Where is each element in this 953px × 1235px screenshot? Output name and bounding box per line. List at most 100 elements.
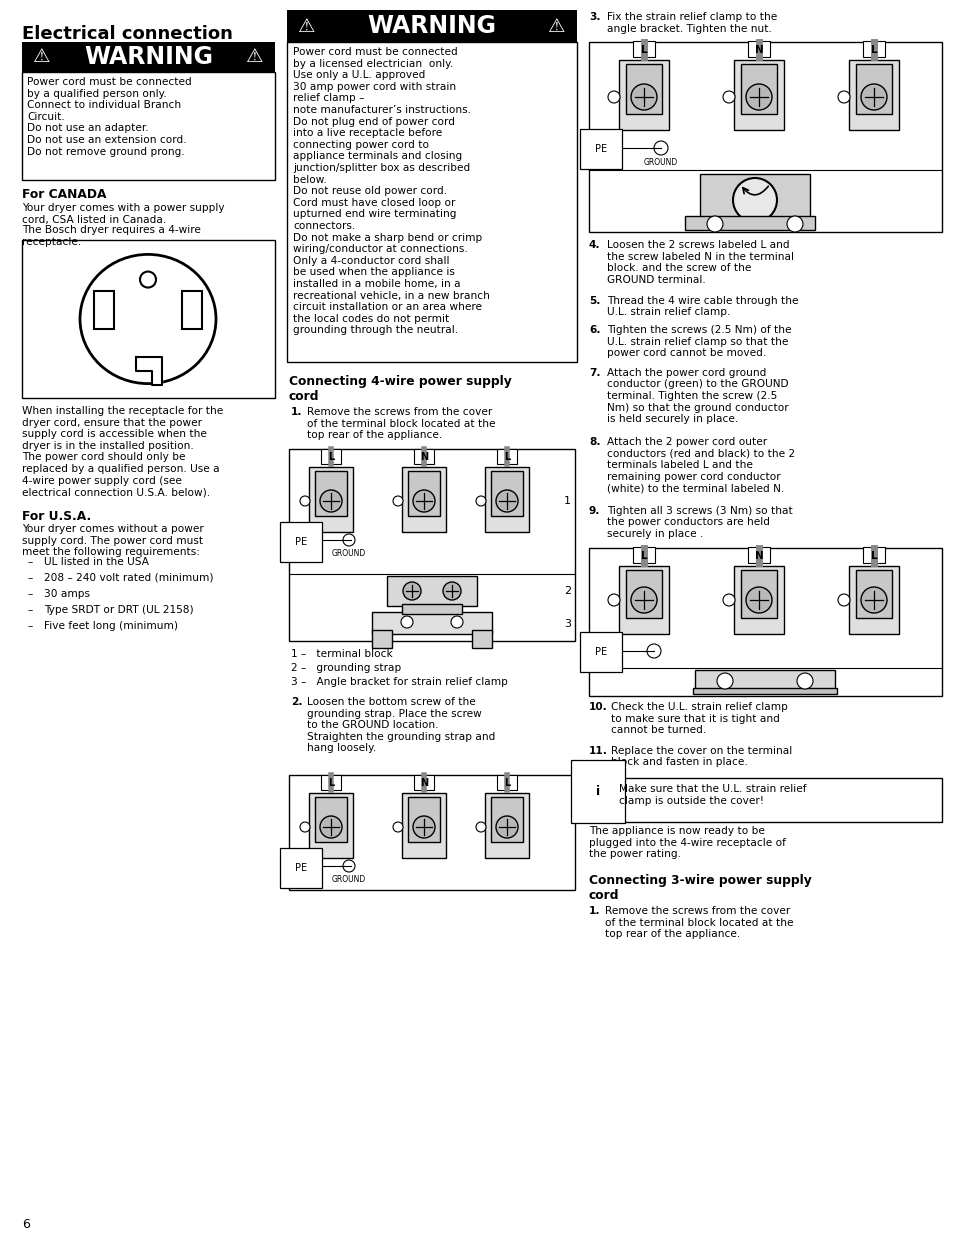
Circle shape — [393, 496, 402, 506]
Text: L: L — [328, 778, 334, 788]
Text: GROUND: GROUND — [643, 158, 678, 167]
Text: Your dryer comes without a power
supply cord. The power cord must
meet the follo: Your dryer comes without a power supply … — [22, 524, 204, 557]
Ellipse shape — [80, 254, 215, 384]
Circle shape — [837, 91, 849, 103]
Text: ⚠: ⚠ — [298, 16, 315, 36]
FancyBboxPatch shape — [22, 42, 274, 72]
Text: The Bosch dryer requires a 4-wire
receptacle.: The Bosch dryer requires a 4-wire recept… — [22, 225, 201, 247]
Circle shape — [413, 490, 435, 513]
FancyBboxPatch shape — [855, 571, 891, 618]
Text: L: L — [640, 551, 647, 561]
FancyBboxPatch shape — [372, 630, 392, 648]
Text: 3: 3 — [563, 619, 571, 629]
Text: Check the U.L. strain relief clamp
to make sure that it is tight and
cannot be t: Check the U.L. strain relief clamp to ma… — [610, 701, 787, 735]
Text: 2.: 2. — [291, 697, 302, 706]
FancyBboxPatch shape — [588, 42, 941, 232]
Text: ⚠: ⚠ — [33, 47, 51, 67]
FancyBboxPatch shape — [484, 793, 529, 858]
FancyBboxPatch shape — [684, 216, 814, 230]
FancyBboxPatch shape — [408, 471, 439, 516]
Circle shape — [400, 616, 413, 629]
FancyBboxPatch shape — [472, 630, 492, 648]
Circle shape — [861, 84, 886, 110]
Text: 2 –   grounding strap: 2 – grounding strap — [291, 663, 401, 673]
FancyBboxPatch shape — [747, 547, 769, 563]
FancyBboxPatch shape — [491, 797, 522, 842]
FancyBboxPatch shape — [484, 467, 529, 532]
FancyBboxPatch shape — [289, 450, 575, 641]
Text: Loosen the bottom screw of the
grounding strap. Place the screw
to the GROUND lo: Loosen the bottom screw of the grounding… — [307, 697, 495, 753]
FancyBboxPatch shape — [414, 776, 434, 790]
FancyBboxPatch shape — [408, 797, 439, 842]
Text: N: N — [419, 452, 428, 462]
FancyBboxPatch shape — [848, 566, 898, 634]
Text: 7.: 7. — [588, 368, 599, 378]
FancyBboxPatch shape — [491, 471, 522, 516]
FancyBboxPatch shape — [618, 566, 668, 634]
Circle shape — [837, 594, 849, 606]
Circle shape — [496, 816, 517, 839]
Circle shape — [496, 490, 517, 513]
Circle shape — [646, 643, 660, 658]
Text: Make sure that the U.L. strain relief
clamp is outside the cover!: Make sure that the U.L. strain relief cl… — [618, 784, 805, 805]
Circle shape — [745, 587, 771, 613]
FancyBboxPatch shape — [314, 797, 347, 842]
Text: 11.: 11. — [588, 746, 607, 756]
FancyBboxPatch shape — [289, 776, 575, 890]
Text: GROUND: GROUND — [332, 876, 366, 884]
Text: WARNING: WARNING — [84, 44, 213, 69]
Text: 208 – 240 volt rated (minimum): 208 – 240 volt rated (minimum) — [44, 573, 213, 583]
FancyBboxPatch shape — [862, 41, 884, 57]
Circle shape — [140, 272, 156, 288]
Text: N: N — [419, 778, 428, 788]
Text: Five feet long (minimum): Five feet long (minimum) — [44, 621, 178, 631]
Text: L: L — [870, 551, 877, 561]
Text: 10.: 10. — [588, 701, 607, 713]
FancyBboxPatch shape — [633, 547, 655, 563]
FancyBboxPatch shape — [401, 604, 461, 614]
Text: 2: 2 — [563, 585, 571, 597]
Text: 4.: 4. — [588, 240, 599, 249]
Circle shape — [861, 587, 886, 613]
Text: ⚠: ⚠ — [548, 16, 565, 36]
Text: i: i — [596, 785, 599, 798]
Circle shape — [476, 496, 485, 506]
FancyBboxPatch shape — [692, 688, 836, 694]
Text: Remove the screws from the cover
of the terminal block located at the
top rear o: Remove the screws from the cover of the … — [604, 906, 793, 939]
Text: 6.: 6. — [588, 325, 599, 335]
Text: Attach the 2 power cord outer
conductors (red and black) to the 2
terminals labe: Attach the 2 power cord outer conductors… — [606, 437, 794, 493]
Text: –: – — [27, 557, 32, 567]
Circle shape — [319, 816, 341, 839]
FancyBboxPatch shape — [740, 64, 776, 114]
FancyBboxPatch shape — [633, 41, 655, 57]
Circle shape — [745, 84, 771, 110]
Text: PE: PE — [595, 144, 606, 154]
FancyBboxPatch shape — [588, 548, 941, 697]
Text: L: L — [640, 44, 647, 56]
Text: –: – — [27, 621, 32, 631]
Circle shape — [451, 616, 462, 629]
Text: –: – — [27, 605, 32, 615]
FancyBboxPatch shape — [855, 64, 891, 114]
Text: Connecting 3-wire power supply
cord: Connecting 3-wire power supply cord — [588, 874, 811, 902]
Text: ⚠: ⚠ — [246, 47, 263, 67]
Text: 30 amps: 30 amps — [44, 589, 90, 599]
FancyBboxPatch shape — [414, 450, 434, 464]
Text: 3.: 3. — [588, 12, 599, 22]
FancyBboxPatch shape — [401, 467, 446, 532]
Text: –: – — [27, 589, 32, 599]
Text: Loosen the 2 screws labeled L and
the screw labeled N in the terminal
block. and: Loosen the 2 screws labeled L and the sc… — [606, 240, 793, 285]
FancyBboxPatch shape — [320, 776, 340, 790]
FancyBboxPatch shape — [618, 61, 668, 130]
FancyBboxPatch shape — [320, 450, 340, 464]
Text: Remove the screws from the cover
of the terminal block located at the
top rear o: Remove the screws from the cover of the … — [307, 408, 495, 440]
Text: The appliance is now ready to be
plugged into the 4-wire receptacle of
the power: The appliance is now ready to be plugged… — [588, 826, 785, 860]
Circle shape — [630, 84, 657, 110]
Text: Fix the strain relief clamp to the
angle bracket. Tighten the nut.: Fix the strain relief clamp to the angle… — [606, 12, 777, 33]
Text: 9.: 9. — [588, 506, 599, 516]
Text: Attach the power cord ground
conductor (green) to the GROUND
terminal. Tighten t: Attach the power cord ground conductor (… — [606, 368, 788, 424]
Text: 8.: 8. — [588, 437, 599, 447]
Circle shape — [654, 141, 667, 156]
Text: Thread the 4 wire cable through the
U.L. strain relief clamp.: Thread the 4 wire cable through the U.L.… — [606, 296, 798, 317]
Text: N: N — [754, 551, 762, 561]
